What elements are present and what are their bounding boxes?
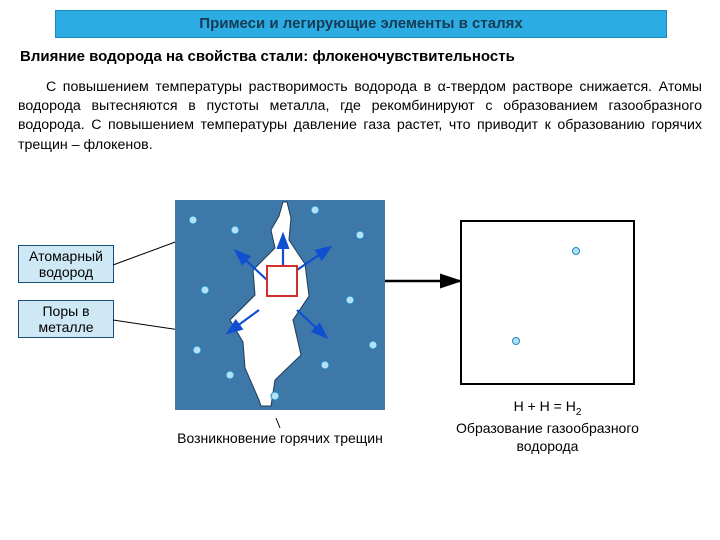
- zoom-box: [460, 220, 635, 385]
- hydrogen-atom-icon: [512, 337, 520, 345]
- label-atomic-hydrogen: Атомарный водород: [18, 245, 114, 283]
- equation-h2: H + H = H2: [460, 398, 635, 418]
- hydrogen-atom-icon: [356, 231, 364, 239]
- hydrogen-atom-icon: [231, 226, 239, 234]
- body-paragraph: С повышением температуры растворимость в…: [18, 78, 702, 155]
- hydrogen-atom-icon: [321, 361, 329, 369]
- sub-heading: Влияние водорода на свойства стали: флок…: [20, 48, 700, 65]
- hydrogen-atom-icon: [346, 296, 354, 304]
- hydrogen-atom-icon: [201, 286, 209, 294]
- hydrogen-atom-icon: [271, 392, 279, 400]
- metal-diagram: [175, 200, 385, 410]
- hydrogen-atom-icon: [226, 371, 234, 379]
- hydrogen-atom-icon: [572, 247, 580, 255]
- caption-hot-cracks: Возникновение горячих трещин: [175, 430, 385, 448]
- hydrogen-atom-icon: [369, 341, 377, 349]
- hydrogen-atom-icon: [193, 346, 201, 354]
- caption-gas-hydrogen: Образование газообразного водорода: [450, 420, 645, 455]
- hydrogen-atom-icon: [189, 216, 197, 224]
- label-pores-in-metal: Поры в металле: [18, 300, 114, 338]
- hydrogen-atom-icon: [311, 206, 319, 214]
- title-banner: Примеси и легирующие элементы в сталях: [55, 10, 667, 38]
